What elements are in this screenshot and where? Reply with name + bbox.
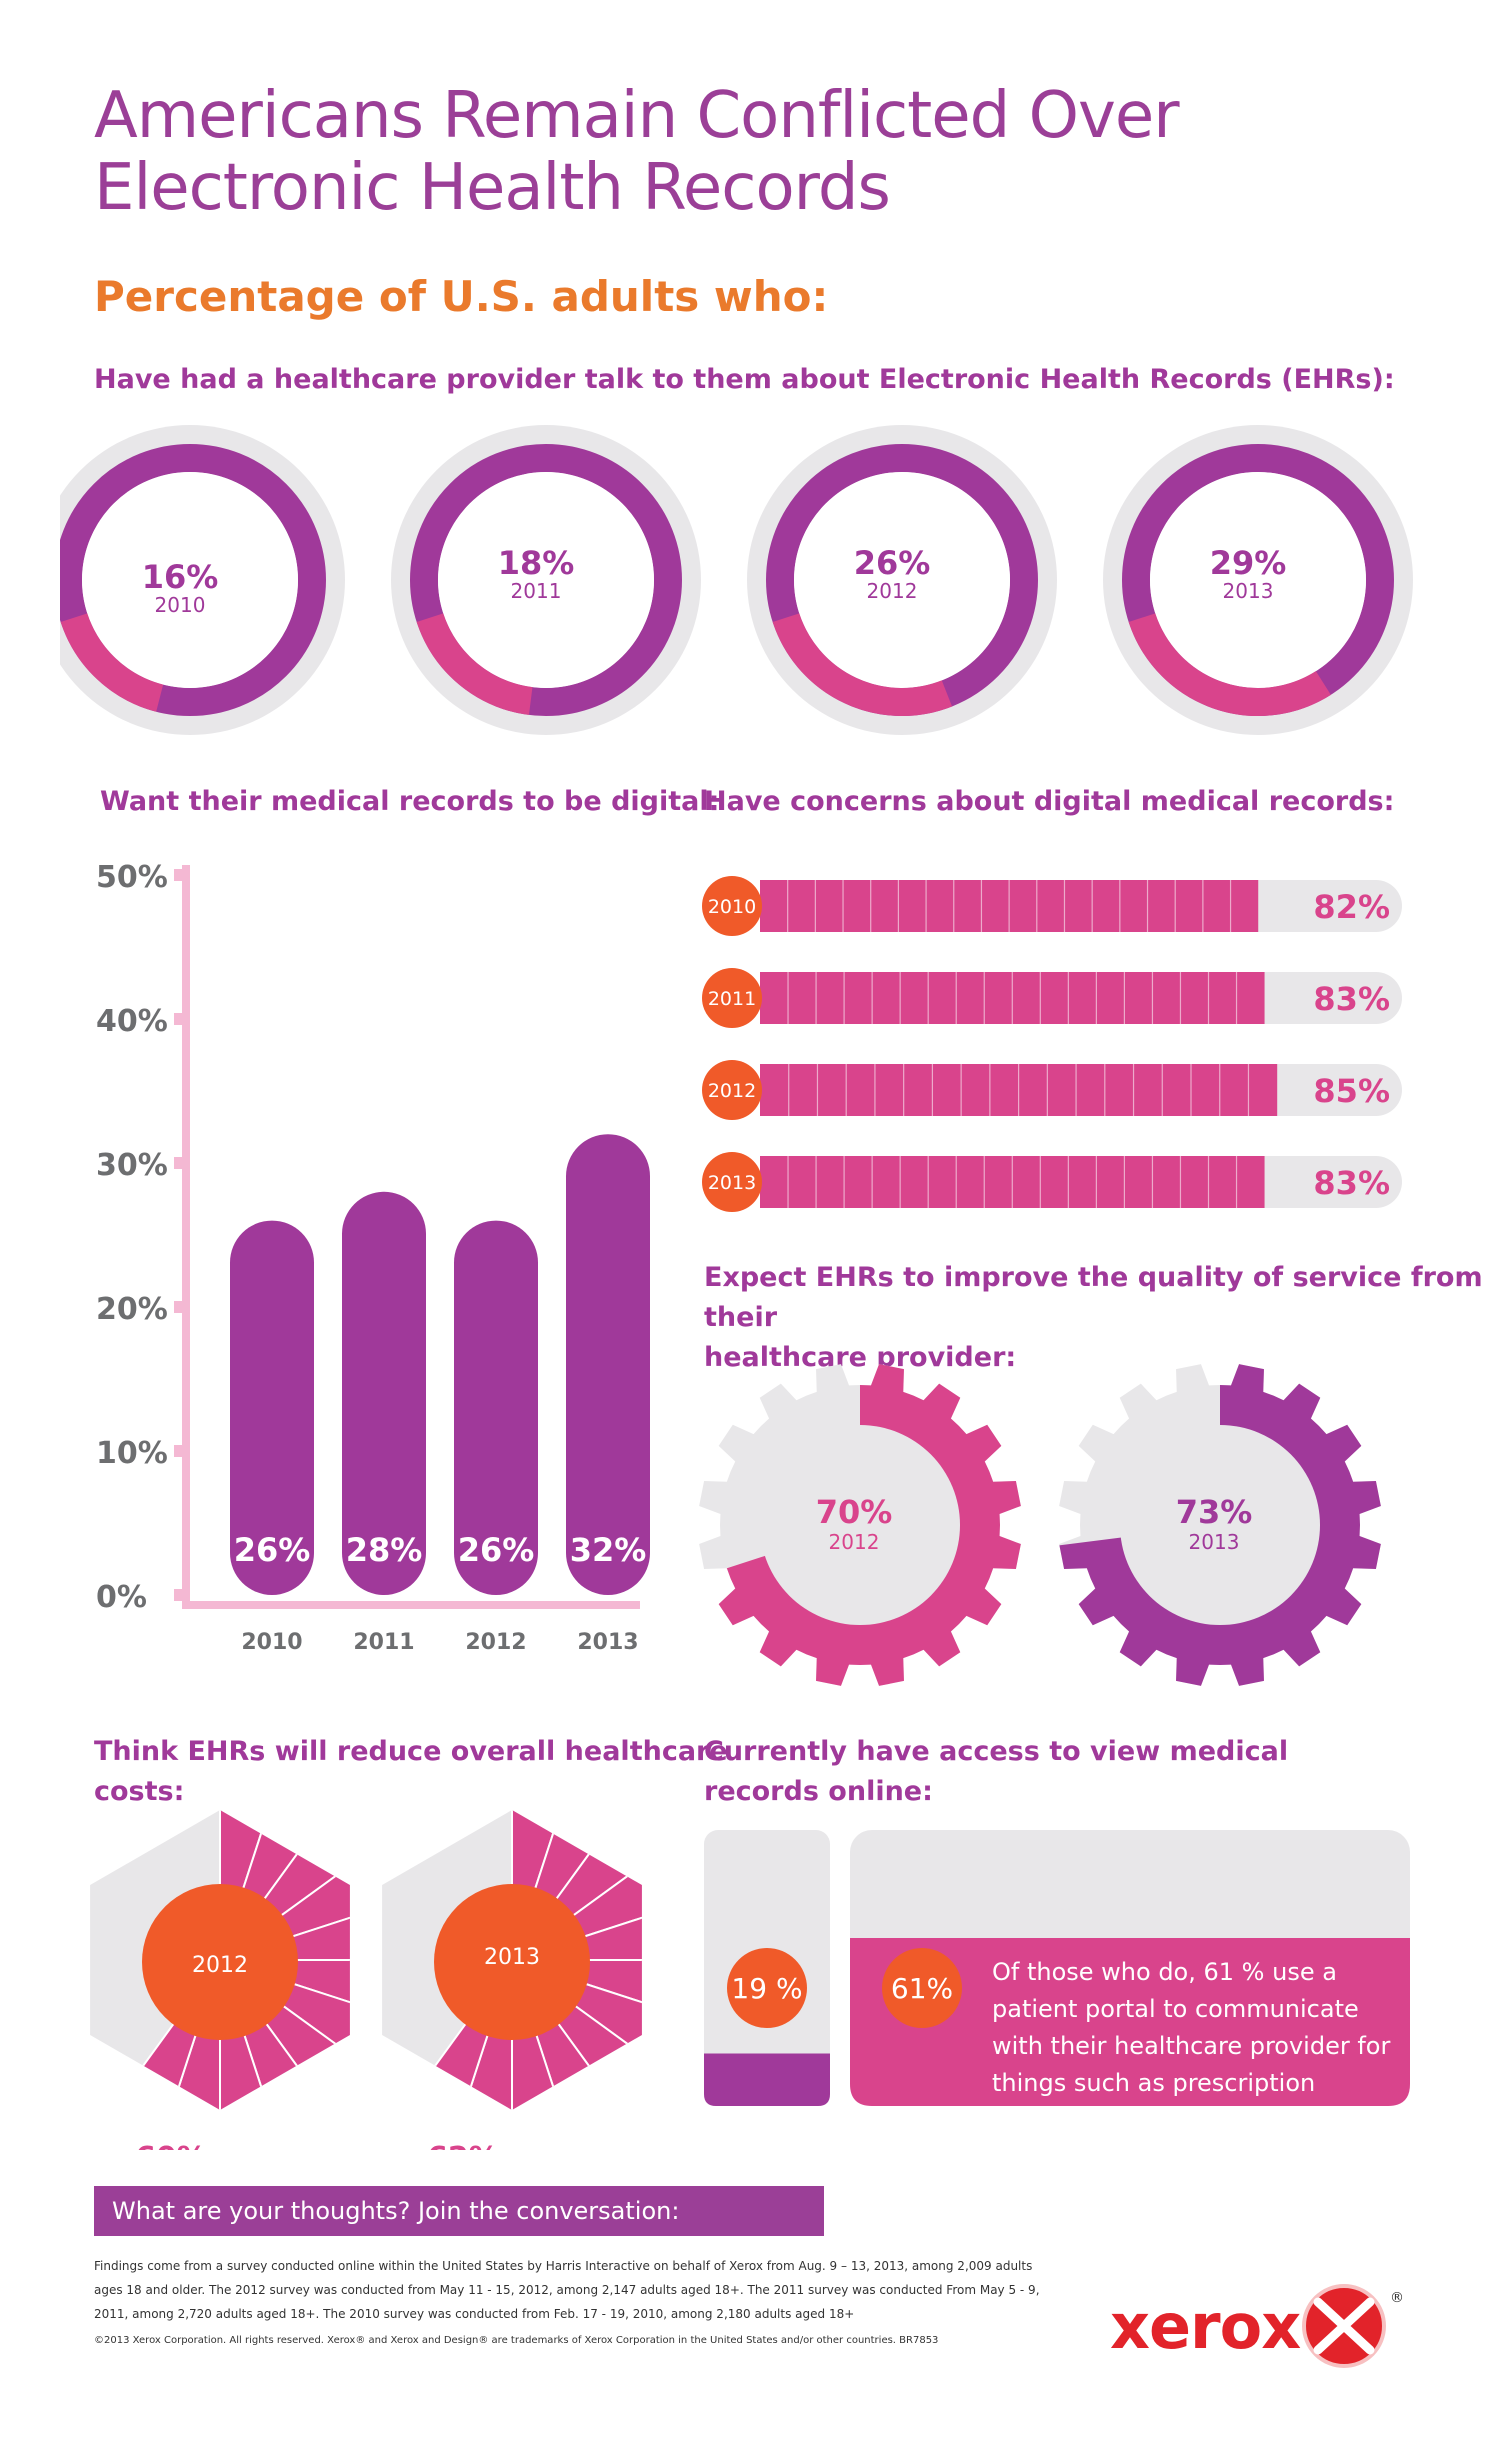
y-tick-label: 10%	[96, 1436, 168, 1471]
talked-value-label: 18%	[498, 544, 575, 582]
concerns-year-badge	[702, 1060, 762, 1120]
digital-bar-label: 32%	[570, 1531, 647, 1569]
improve-heading-line1: Expect EHRs to improve the quality of se…	[704, 1262, 1483, 1333]
concerns-year-label: 2013	[708, 1172, 756, 1194]
improve-year-label: 2012	[829, 1530, 880, 1554]
digital-bar	[566, 1134, 650, 1595]
digital-bar	[454, 1220, 538, 1595]
talked-donut-ring	[60, 444, 326, 716]
costs-value-label: 62%	[427, 2141, 499, 2150]
section-heading-concerns: Have concerns about digital medical reco…	[704, 786, 1395, 817]
talked-donut-hole	[1150, 472, 1366, 688]
y-tick-label: 0%	[96, 1580, 147, 1615]
online-value-badge	[727, 1948, 807, 2028]
improve-year-label: 2013	[1189, 1530, 1240, 1554]
concerns-year-label: 2010	[708, 896, 756, 918]
concerns-value-label: 83%	[1313, 1164, 1390, 1202]
y-tick-mark	[174, 869, 188, 881]
talked-value-label: 29%	[1210, 544, 1287, 582]
talked-slice	[772, 613, 953, 716]
improve-gear-center	[760, 1425, 960, 1625]
digital-bar-label: 26%	[234, 1531, 311, 1569]
xerox-logo-text: xerox	[1110, 2290, 1301, 2363]
talked-year-label: 2011	[511, 579, 562, 603]
y-tick-label: 50%	[96, 860, 168, 895]
concerns-value-label: 82%	[1313, 888, 1390, 926]
talked-slice	[416, 612, 533, 715]
page-subtitle: Percentage of U.S. adults who:	[94, 272, 829, 321]
page-title: Americans Remain Conflicted Over Electro…	[94, 79, 1180, 225]
talked-year-label: 2010	[155, 593, 206, 617]
section-heading-online: Currently have access to view medical re…	[704, 1732, 1288, 1812]
y-tick-mark	[174, 1157, 188, 1169]
portal-percent-badge	[882, 1948, 962, 2028]
portal-description: Of those who do, 61 % use a patient port…	[992, 1958, 1391, 2134]
section-heading-costs: Think EHRs will reduce overall healthcar…	[94, 1732, 728, 1812]
talked-donut-hole	[794, 472, 1010, 688]
concerns-year-label: 2011	[708, 988, 756, 1010]
concerns-year-badge	[702, 968, 762, 1028]
costs-year-label: 2013	[484, 1945, 540, 1970]
concerns-year-label: 2012	[708, 1080, 756, 1102]
registered-mark: ®	[1390, 2290, 1404, 2306]
talked-donut-hole	[82, 472, 298, 688]
copyright-notice: ©2013 Xerox Corporation. All rights rese…	[94, 2335, 939, 2346]
portal-percent-label: 61%	[891, 1972, 953, 2005]
costs-center-circle	[434, 1884, 590, 2040]
y-tick-mark	[174, 1589, 188, 1601]
y-tick-mark	[174, 1013, 188, 1025]
digital-bar-label: 28%	[346, 1531, 423, 1569]
y-tick-label: 20%	[96, 1292, 168, 1327]
portal-panel-fill	[850, 1938, 1410, 2106]
costs-year-label: 2012	[192, 1953, 248, 1978]
concerns-year-badge	[702, 1152, 762, 1212]
costs-heading-line2: costs:	[94, 1776, 185, 1807]
x-tick-label: 2011	[353, 1630, 414, 1655]
join-conversation-link[interactable]: What are your thoughts? Join the convers…	[94, 2186, 824, 2275]
costs-center-circle	[142, 1884, 298, 2040]
talked-value-label: 26%	[854, 544, 931, 582]
digital-bar-chart: 0% 10% 20% 30% 40% 50% 26% 2010 28% 2011 26% 2012 32…	[96, 860, 650, 1655]
improve-value-label: 70%	[816, 1493, 893, 1531]
section-heading-improve: Expect EHRs to improve the quality of se…	[704, 1258, 1500, 1378]
costs-value-label: 60%	[135, 2141, 207, 2150]
online-heading-line2: records online:	[704, 1776, 933, 1807]
digital-bar-label: 26%	[458, 1531, 535, 1569]
concerns-year-badge	[702, 876, 762, 936]
y-tick-label: 40%	[96, 1004, 168, 1039]
x-tick-label: 2012	[465, 1630, 526, 1655]
x-tick-label: 2010	[241, 1630, 302, 1655]
talked-slice	[60, 613, 164, 712]
online-bar-fill	[704, 2053, 830, 2106]
section-heading-digital: Want their medical records to be digital…	[100, 786, 720, 817]
online-heading-line1: Currently have access to view medical	[704, 1736, 1289, 1767]
digital-bar	[342, 1191, 426, 1595]
concerns-bar-chart: 2010 82% 2011 83% 2012 85% 2013 83%	[702, 876, 1402, 1212]
talked-donut-ring	[410, 444, 682, 716]
digital-bar	[230, 1220, 314, 1595]
online-value-label: 19 %	[731, 1972, 802, 2005]
concerns-value-label: 83%	[1313, 980, 1390, 1018]
talked-slice	[1128, 613, 1331, 716]
improve-gear-center	[1120, 1425, 1320, 1625]
y-tick-label: 30%	[96, 1148, 168, 1183]
x-tick-label: 2013	[577, 1630, 638, 1655]
y-tick-mark	[174, 1445, 188, 1457]
section-heading-talked: Have had a healthcare provider talk to t…	[94, 364, 1395, 395]
costs-hexagon-chart: 2012 60% 2013 62%	[90, 1810, 642, 2150]
concerns-value-label: 85%	[1313, 1072, 1390, 1110]
costs-heading-line1: Think EHRs will reduce overall healthcar…	[94, 1736, 728, 1767]
improve-heading-line2: healthcare provider:	[704, 1342, 1017, 1373]
survey-footnote: Findings come from a survey conducted on…	[94, 2259, 1040, 2321]
xerox-logo-icon	[1302, 2284, 1386, 2368]
online-access-chart: 19 % 61%	[704, 1830, 1410, 2106]
talked-value-label: 16%	[142, 558, 219, 596]
talked-year-label: 2012	[867, 579, 918, 603]
talked-year-label: 2013	[1223, 579, 1274, 603]
improve-value-label: 73%	[1176, 1493, 1253, 1531]
y-tick-mark	[174, 1301, 188, 1313]
talked-donut-chart: 16%2010 18%2011 26%2012 29%2013	[60, 425, 1413, 735]
improve-gear-chart: 70%2012 73%2013	[699, 1364, 1381, 1686]
talked-donut-hole	[438, 472, 654, 688]
